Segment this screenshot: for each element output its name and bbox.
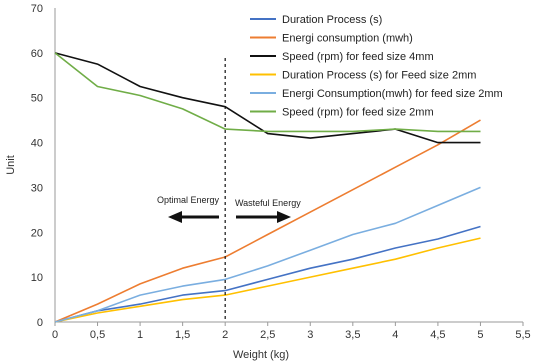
series-line-4: [54, 186, 481, 323]
x-tick-label: 3: [307, 329, 313, 341]
y-tick-label: 70: [31, 3, 43, 15]
series-line-0: [54, 225, 481, 323]
legend-label-4: Energi Consumption(mwh) for feed size 2m…: [282, 88, 503, 100]
x-tick-label: 4,5: [430, 329, 445, 341]
y-tick-label: 0: [37, 317, 43, 329]
y-tick-label: 60: [31, 48, 43, 60]
y-tick-label: 30: [31, 182, 43, 194]
y-tick-label: 10: [31, 272, 43, 284]
wasteful-energy-label: Wasteful Energy: [235, 198, 301, 208]
x-tick-label: 2: [222, 329, 228, 341]
x-tick-label: 5,5: [515, 329, 530, 341]
x-tick-label: 0: [52, 329, 58, 341]
y-tick-label: 20: [31, 227, 43, 239]
legend-label-0: Duration Process (s): [282, 14, 382, 26]
optimal-energy-label: Optimal Energy: [157, 195, 220, 205]
legend-label-2: Speed (rpm) for feed size 4mm: [282, 51, 434, 63]
y-tick-label: 50: [31, 93, 43, 105]
legend-label-3: Duration Process (s) for Feed size 2mm: [282, 70, 476, 82]
x-tick-label: 1: [137, 329, 143, 341]
y-tick-label: 40: [31, 138, 43, 150]
series-line-3: [54, 237, 481, 323]
x-axis-title: Weight (kg): [233, 349, 289, 361]
x-tick-label: 0,5: [90, 329, 105, 341]
left-arrow-head: [168, 211, 182, 223]
x-tick-label: 2,5: [260, 329, 275, 341]
legend-label-1: Energi consumption (mwh): [282, 33, 413, 45]
axes: 0 0,5 1 1,5 2 2,5 3 3,5 4 4,5 5 5,5 0 10 20 30 40 50 60 70 W…: [5, 3, 531, 361]
annotation-layer: Optimal Energy Wasteful Energy: [157, 58, 301, 322]
legend: Duration Process (s) Energi consumption (…: [250, 14, 503, 119]
legend-label-5: Speed (rpm) for feed size 2mm: [282, 107, 434, 119]
y-axis-title: Unit: [5, 155, 17, 175]
x-tick-label: 1,5: [175, 329, 190, 341]
x-tick-label: 4: [392, 329, 398, 341]
series-line-2: [54, 52, 481, 144]
x-tick-label: 5: [477, 329, 483, 341]
x-tick-label: 3,5: [345, 329, 360, 341]
right-arrow-head: [277, 211, 291, 223]
series-layer: [54, 52, 481, 323]
series-line-1: [54, 119, 481, 323]
series-line-5: [54, 52, 481, 133]
